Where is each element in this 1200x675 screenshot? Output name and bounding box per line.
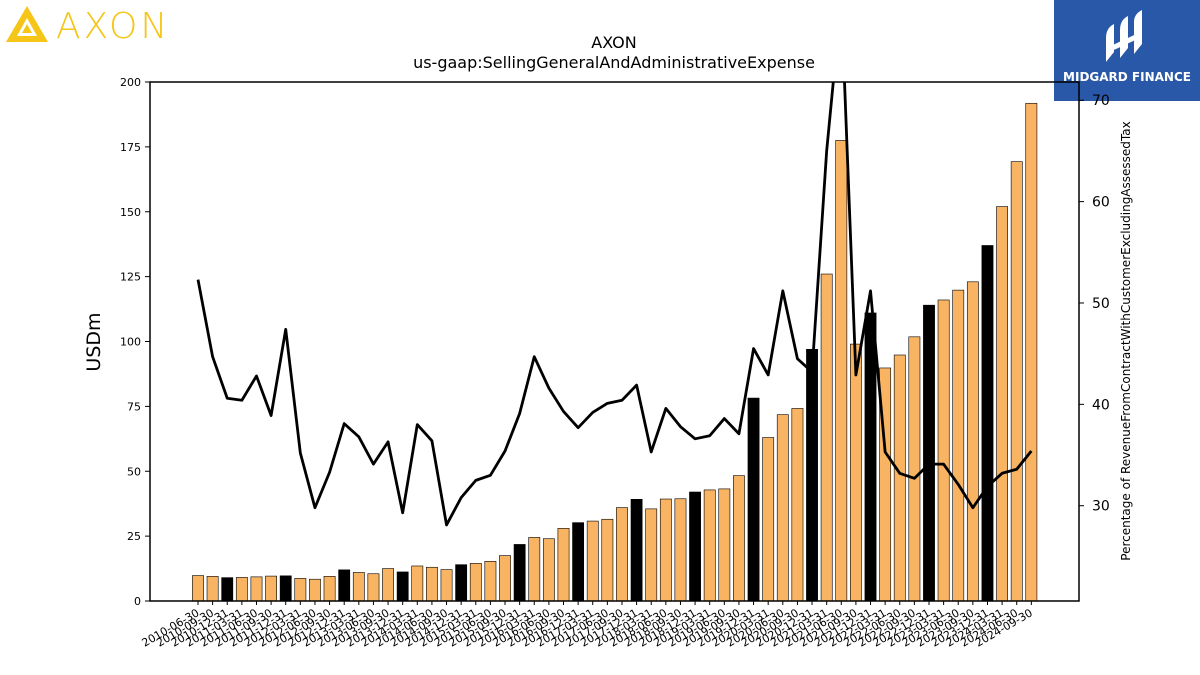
bar-2021-03-31 bbox=[820, 273, 833, 602]
y2-tick-label: 30 bbox=[1092, 499, 1110, 515]
bar-2014-12-31 bbox=[455, 564, 468, 602]
axon-logo-text: AXON bbox=[56, 6, 171, 47]
bar-2017-06-30 bbox=[601, 518, 614, 602]
bar-2024-09-30 bbox=[1025, 102, 1038, 602]
bar-2021-12-31 bbox=[864, 312, 877, 602]
bar-2017-12-31 bbox=[630, 498, 643, 602]
bar-2011-03-31 bbox=[235, 577, 248, 602]
y-tick-label: 150 bbox=[120, 206, 141, 219]
bar-2012-09-30 bbox=[323, 576, 336, 602]
bar-2016-06-30 bbox=[542, 538, 555, 602]
bar-2018-12-31 bbox=[689, 491, 701, 602]
y-tick-label: 75 bbox=[127, 400, 141, 413]
chart-title: AXON bbox=[591, 33, 636, 52]
bar-2019-09-30 bbox=[733, 475, 745, 602]
y2-axis-label: Percentage of RevenueFromContractWithCus… bbox=[1119, 121, 1133, 560]
midgard-logo-text: MIDGARD FINANCE bbox=[1063, 70, 1191, 84]
bar-2022-06-30 bbox=[893, 354, 906, 602]
bar-2011-06-30 bbox=[250, 576, 263, 602]
bar-2019-06-30 bbox=[718, 488, 731, 602]
bar-2010-12-31 bbox=[221, 577, 234, 602]
line-group bbox=[196, 82, 1033, 527]
bar-2018-06-30 bbox=[659, 498, 672, 602]
axon-logo: AXON bbox=[4, 4, 184, 47]
axon-triangle-icon bbox=[6, 6, 48, 42]
bar-2012-06-30 bbox=[309, 578, 321, 602]
y-axis-ticks: 0 25 50 75 100 125 150 175 200 bbox=[120, 76, 150, 608]
bar-2022-12-31 bbox=[923, 304, 935, 602]
bar-2011-09-30 bbox=[265, 575, 277, 602]
bar-2021-09-30 bbox=[849, 343, 862, 602]
y-tick-label: 125 bbox=[120, 271, 141, 284]
bar-2020-03-31 bbox=[762, 437, 775, 602]
bar-2019-12-31 bbox=[747, 397, 760, 602]
bar-2020-09-30 bbox=[791, 408, 804, 602]
bar-2016-09-30 bbox=[557, 528, 570, 602]
bar-group bbox=[192, 102, 1038, 602]
bar-2013-12-31 bbox=[396, 571, 409, 602]
bar-2024-03-31 bbox=[996, 206, 1008, 602]
bar-2020-12-31 bbox=[806, 348, 818, 602]
y-tick-label: 0 bbox=[134, 595, 141, 608]
y2-tick-label: 70 bbox=[1092, 93, 1110, 109]
y2-axis-ticks: 30 40 50 60 70 bbox=[1079, 93, 1110, 515]
bar-2023-09-30 bbox=[966, 281, 979, 602]
y-tick-label: 50 bbox=[127, 465, 141, 478]
y-tick-label: 175 bbox=[120, 141, 141, 154]
y2-tick-label: 40 bbox=[1092, 397, 1110, 413]
bar-2022-09-30 bbox=[908, 336, 921, 602]
y-tick-label: 200 bbox=[120, 76, 141, 89]
y-tick-label: 100 bbox=[120, 336, 141, 349]
bar-2016-12-31 bbox=[572, 522, 585, 602]
y-tick-label: 25 bbox=[127, 530, 141, 543]
x-axis-ticks: 2010-06-302010-09-302010-12-312011-03-31… bbox=[140, 601, 1035, 650]
bar-2012-12-31 bbox=[338, 569, 351, 602]
bar-2017-03-31 bbox=[586, 520, 599, 602]
bar-2010-09-30 bbox=[206, 576, 219, 602]
bar-2015-06-30 bbox=[484, 560, 497, 602]
bar-2015-12-31 bbox=[513, 544, 526, 602]
bar-2014-03-31 bbox=[411, 565, 424, 602]
bar-2021-06-30 bbox=[835, 140, 848, 602]
bar-2024-06-30 bbox=[1010, 161, 1023, 602]
bar-2014-09-30 bbox=[440, 569, 453, 602]
bar-2017-09-30 bbox=[616, 507, 628, 602]
bar-2010-06-30 bbox=[192, 575, 204, 602]
bar-2012-03-31 bbox=[294, 578, 307, 602]
bar-2015-03-31 bbox=[469, 563, 482, 602]
bar-2015-09-30 bbox=[499, 555, 511, 602]
midgard-m-icon bbox=[1106, 10, 1142, 62]
chart-subtitle: us-gaap:SellingGeneralAndAdministrativeE… bbox=[413, 53, 815, 72]
bar-2016-03-31 bbox=[528, 537, 541, 602]
y-axis-label: USDm bbox=[83, 312, 105, 371]
bar-2023-12-31 bbox=[981, 245, 994, 602]
bar-2013-09-30 bbox=[382, 568, 394, 602]
bar-2013-03-31 bbox=[352, 572, 365, 602]
bar-2014-06-30 bbox=[426, 566, 438, 602]
y2-tick-label: 60 bbox=[1092, 195, 1110, 211]
bar-2019-03-31 bbox=[703, 489, 716, 602]
bar-2011-12-31 bbox=[279, 575, 292, 602]
percentage-line bbox=[196, 82, 1033, 527]
bar-2023-03-31 bbox=[937, 299, 950, 602]
bar-2020-06-30 bbox=[776, 414, 789, 602]
bar-2023-06-30 bbox=[952, 289, 965, 602]
midgard-finance-logo: MIDGARD FINANCE bbox=[1054, 0, 1200, 101]
bar-2018-03-31 bbox=[645, 508, 658, 602]
y2-tick-label: 50 bbox=[1092, 296, 1110, 312]
bar-2018-09-30 bbox=[674, 498, 687, 602]
bar-2013-06-30 bbox=[367, 573, 380, 602]
